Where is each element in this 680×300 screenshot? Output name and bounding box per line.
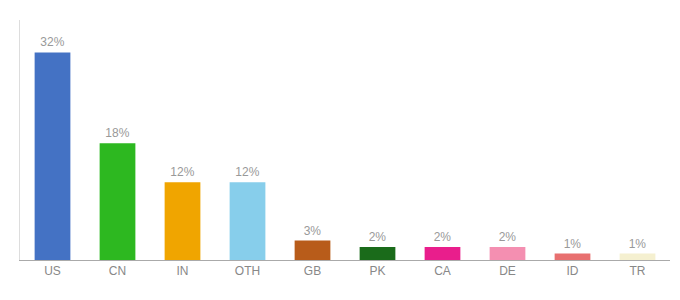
svg-text:3%: 3% xyxy=(304,224,322,238)
svg-text:2%: 2% xyxy=(499,230,517,244)
svg-text:OTH: OTH xyxy=(235,264,260,278)
svg-text:32%: 32% xyxy=(40,35,64,49)
svg-text:12%: 12% xyxy=(235,165,259,179)
svg-text:US: US xyxy=(44,264,61,278)
svg-text:1%: 1% xyxy=(564,237,582,251)
svg-text:CN: CN xyxy=(109,264,126,278)
svg-text:2%: 2% xyxy=(369,230,387,244)
svg-text:12%: 12% xyxy=(170,165,194,179)
svg-text:IN: IN xyxy=(177,264,189,278)
svg-text:TR: TR xyxy=(630,264,646,278)
svg-text:18%: 18% xyxy=(105,126,129,140)
svg-text:PK: PK xyxy=(369,264,385,278)
svg-text:ID: ID xyxy=(567,264,579,278)
svg-text:DE: DE xyxy=(499,264,516,278)
svg-text:CA: CA xyxy=(434,264,451,278)
svg-text:GB: GB xyxy=(304,264,321,278)
svg-text:1%: 1% xyxy=(629,237,647,251)
svg-text:2%: 2% xyxy=(434,230,452,244)
